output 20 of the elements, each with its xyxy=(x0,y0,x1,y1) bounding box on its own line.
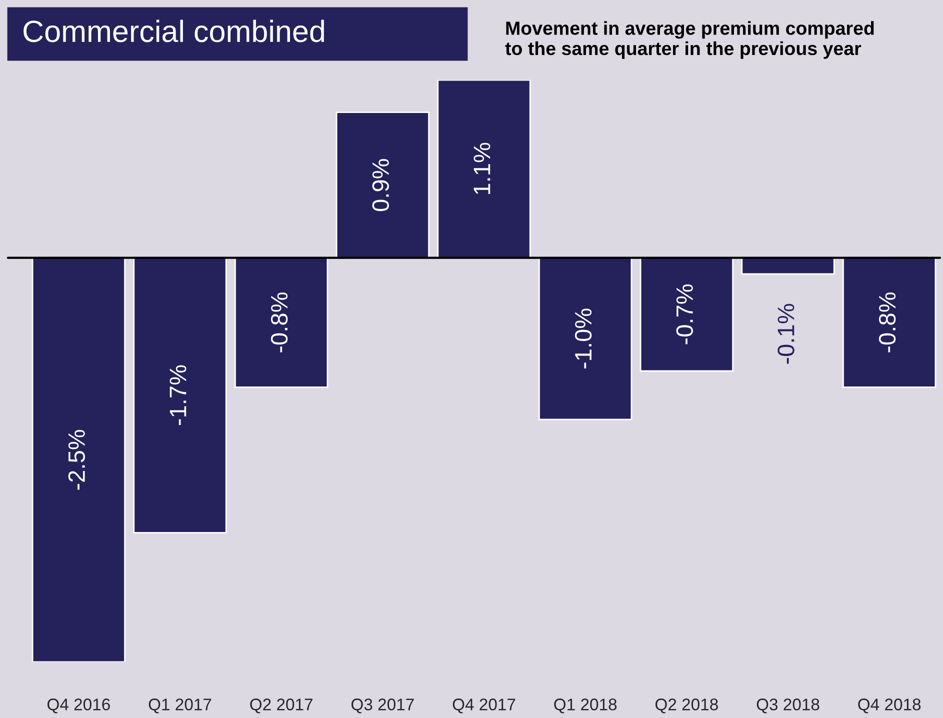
x-tick-label: Q1 2018 xyxy=(554,698,617,714)
data-label: -0.8% xyxy=(270,292,288,352)
x-tick-label: Q4 2017 xyxy=(452,698,516,714)
chart-title: Commercial combined xyxy=(24,20,324,42)
data-label: -2.5% xyxy=(68,430,86,490)
data-label: -0.8% xyxy=(878,292,896,352)
chart-subtitle: Movement in average premium compared to the same quarter in the previous year xyxy=(505,21,874,59)
x-tick-label: Q1 2017 xyxy=(148,698,212,714)
x-tick-label: Q3 2018 xyxy=(756,698,820,714)
data-label: -1.0% xyxy=(574,308,592,368)
data-label: 0.9% xyxy=(372,159,390,212)
x-tick-label: Q4 2018 xyxy=(858,698,921,714)
data-label: -0.1% xyxy=(778,304,794,364)
x-tick-label: Q3 2017 xyxy=(351,698,414,714)
data-label: 1.1% xyxy=(474,142,490,194)
x-tick-label: Q2 2017 xyxy=(250,698,312,714)
x-tick-label: Q2 2018 xyxy=(655,698,718,714)
data-label: -1.7% xyxy=(170,365,186,426)
data-label: -0.7% xyxy=(676,284,694,344)
x-tick-label: Q4 2016 xyxy=(47,698,110,714)
